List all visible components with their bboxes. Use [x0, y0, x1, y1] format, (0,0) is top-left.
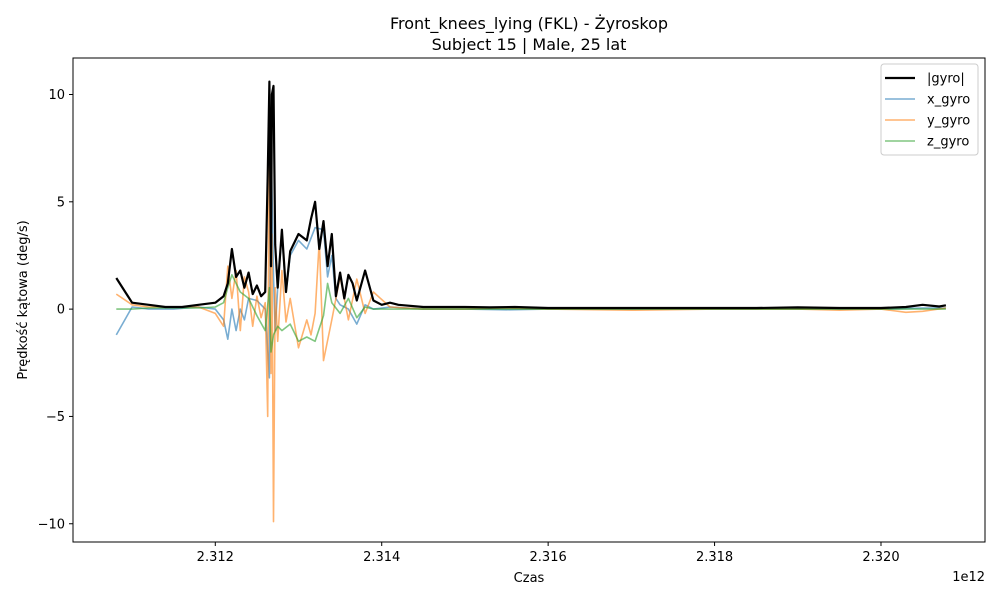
x-tick-label: 2.318: [696, 550, 733, 565]
x-tick-label: 2.320: [862, 550, 899, 565]
x-axis-offset-label: 1e12: [952, 570, 985, 585]
series-line-gyro: [115, 80, 947, 310]
plot-area-frame: [72, 57, 986, 543]
legend-label: y_gyro: [927, 114, 970, 129]
y-tick-label: −10: [38, 517, 65, 532]
y-axis-label: Prędkość kątowa (deg/s): [16, 220, 31, 379]
chart-title: Front_knees_lying (FKL) - Żyroskop: [390, 14, 668, 34]
series-layer: [115, 80, 947, 523]
legend-label: |gyro|: [927, 72, 965, 87]
y-tick-label: 10: [48, 88, 65, 103]
legend-frame: [880, 63, 979, 156]
y-tick-label: 5: [57, 195, 65, 210]
legend-label: x_gyro: [927, 93, 970, 108]
chart-subtitle: Subject 15 | Male, 25 lat: [432, 35, 627, 54]
x-tick-label: 2.316: [530, 550, 567, 565]
x-axis: 2.312 2.314 2.316 2.318 2.320: [197, 542, 900, 565]
y-tick-label: 0: [57, 303, 65, 318]
x-tick-label: 2.314: [363, 550, 400, 565]
x-tick-label: 2.312: [197, 550, 234, 565]
x-axis-label: Czas: [514, 571, 545, 586]
series-line-x_gyro: [115, 136, 946, 379]
legend-label: z_gyro: [927, 135, 969, 150]
y-tick-label: −5: [46, 410, 65, 425]
y-axis: 10 5 0 −5 −10: [38, 88, 73, 532]
series-line-z_gyro: [116, 273, 946, 353]
legend: |gyro| x_gyro y_gyro z_gyro: [880, 63, 979, 156]
